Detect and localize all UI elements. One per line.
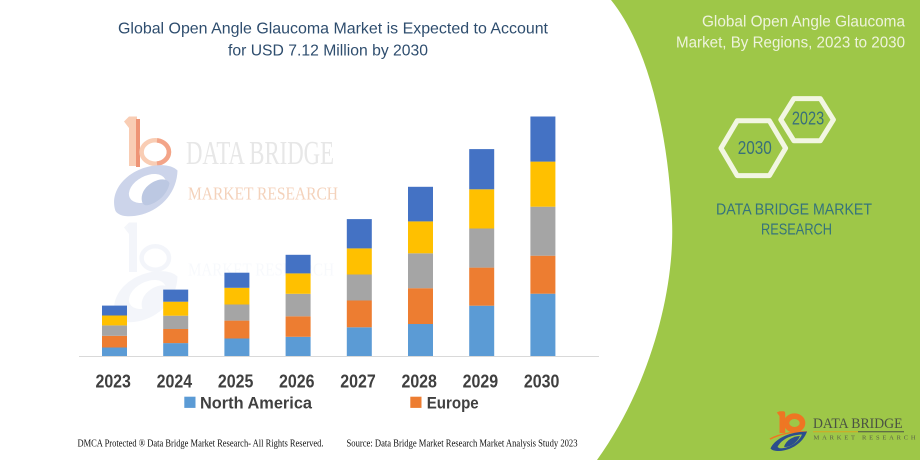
svg-text:Global Open Angle Glaucoma: Global Open Angle Glaucoma — [702, 14, 905, 31]
svg-text:DATA BRIDGE: DATA BRIDGE — [813, 416, 903, 432]
svg-text:2030: 2030 — [524, 372, 560, 392]
svg-text:RESEARCH: RESEARCH — [761, 222, 832, 239]
svg-text:2024: 2024 — [157, 372, 193, 392]
svg-text:Europe: Europe — [427, 394, 479, 413]
svg-text:2029: 2029 — [463, 372, 499, 392]
svg-text:MARKET RESEARCH: MARKET RESEARCH — [814, 435, 919, 442]
svg-text:Global Open Angle Glaucoma Mar: Global Open Angle Glaucoma Market is Exp… — [118, 21, 549, 38]
svg-text:2023: 2023 — [792, 109, 824, 129]
svg-text:2023: 2023 — [95, 372, 131, 392]
svg-text:Market, By Regions, 2023 to 20: Market, By Regions, 2023 to 2030 — [676, 35, 905, 52]
svg-text:2028: 2028 — [401, 372, 437, 392]
svg-text:2025: 2025 — [218, 372, 254, 392]
svg-text:MARKET RESEARCH: MARKET RESEARCH — [188, 184, 338, 204]
svg-text:North America: North America — [200, 394, 313, 413]
svg-text:for USD 7.12 Million by 2030: for USD 7.12 Million by 2030 — [228, 43, 428, 60]
svg-text:DATA BRIDGE MARKET: DATA BRIDGE MARKET — [716, 202, 872, 219]
svg-text:Source: Data Bridge Market Res: Source: Data Bridge Market Research Mark… — [347, 439, 578, 450]
svg-text:2027: 2027 — [340, 372, 376, 392]
svg-text:2026: 2026 — [279, 372, 315, 392]
svg-text:DATA BRIDGE: DATA BRIDGE — [186, 135, 334, 172]
svg-text:DMCA Protected ® Data Bridge M: DMCA Protected ® Data Bridge Market Rese… — [78, 439, 324, 450]
svg-text:MARKET RESEARCH: MARKET RESEARCH — [188, 260, 334, 280]
svg-text:2030: 2030 — [738, 138, 772, 158]
